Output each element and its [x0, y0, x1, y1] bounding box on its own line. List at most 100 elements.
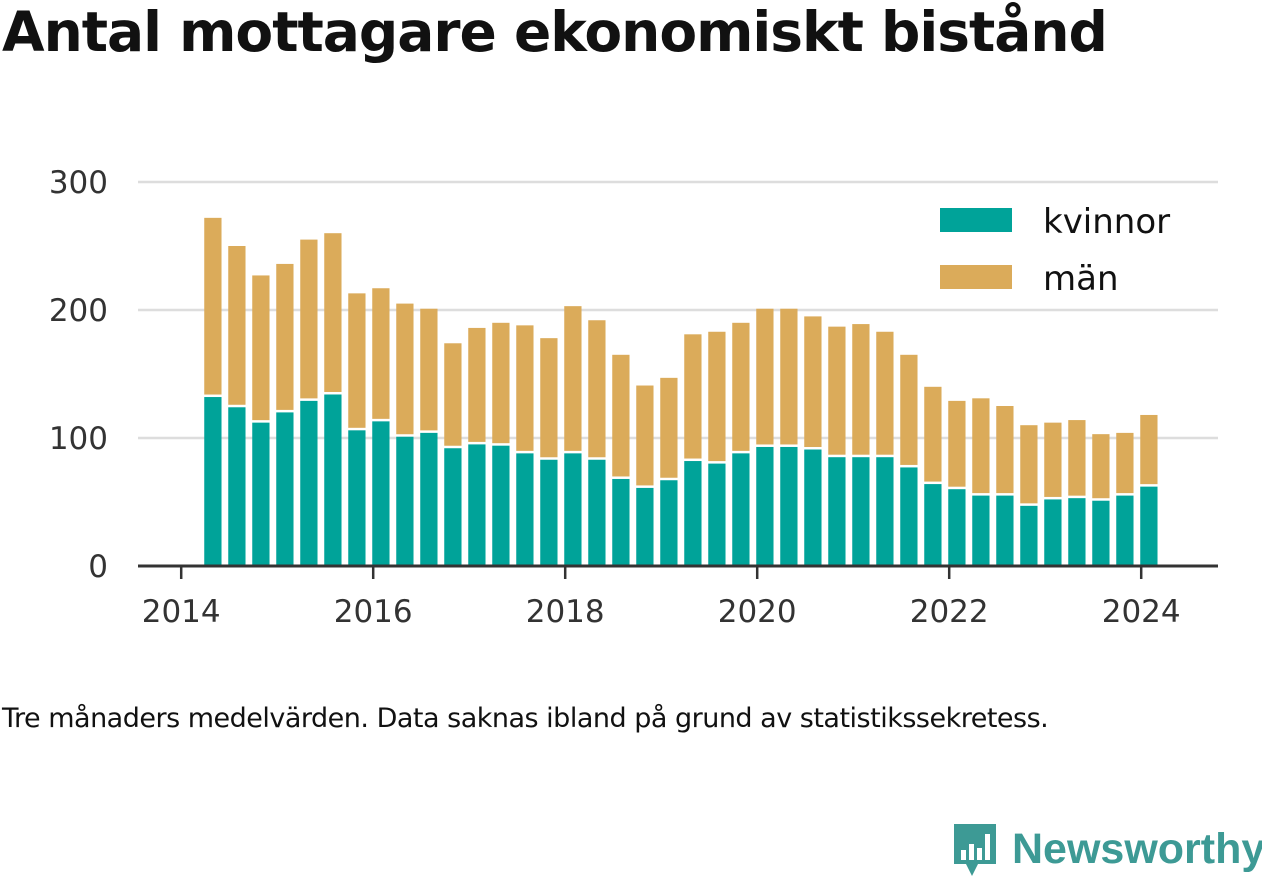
bar-kvinnor [924, 484, 942, 566]
legend-swatch-kvinnor [940, 208, 1012, 232]
bar-kvinnor [684, 461, 702, 566]
bar-kvinnor [1044, 499, 1062, 566]
bar-kvinnor [708, 463, 726, 566]
bar-kvinnor [204, 397, 222, 566]
bar-kvinnor [1068, 498, 1086, 566]
bar-kvinnor [900, 467, 918, 566]
y-tick-label: 300 [49, 165, 108, 201]
bar-man [1092, 434, 1110, 499]
legend-label-kvinnor: kvinnor [1043, 202, 1170, 242]
bar-kvinnor [324, 394, 342, 566]
chart-caption: Tre månaders medelvärden. Data saknas ib… [2, 703, 1049, 734]
bar-man [1044, 422, 1062, 497]
bar-kvinnor [492, 445, 510, 566]
bar-kvinnor [948, 489, 966, 566]
bar-man [228, 246, 246, 405]
bar-kvinnor [516, 453, 534, 566]
bar-man [444, 343, 462, 446]
bar-man [492, 322, 510, 444]
bar-kvinnor [1020, 505, 1038, 566]
bar-man [372, 288, 390, 419]
y-tick-label: 0 [88, 549, 108, 585]
bar-man [1068, 420, 1086, 496]
bar-man [804, 316, 822, 448]
bar-man [348, 293, 366, 428]
bar-man [564, 306, 582, 451]
x-tick-label: 2016 [334, 594, 413, 630]
series-kvinnor [204, 394, 1158, 566]
x-tick-label: 2018 [526, 594, 605, 630]
bar-man [324, 233, 342, 392]
bar-kvinnor [804, 449, 822, 566]
brand-logo: Newsworthy [950, 818, 1262, 880]
bar-kvinnor [636, 487, 654, 566]
bar-kvinnor [828, 457, 846, 566]
bar-kvinnor [732, 453, 750, 566]
bar-man [636, 385, 654, 486]
bar-kvinnor [468, 444, 486, 566]
bar-man [516, 325, 534, 451]
bar-kvinnor [588, 459, 606, 566]
bar-man [420, 308, 438, 431]
legend-swatch-man [940, 265, 1012, 289]
gridlines [138, 180, 1218, 440]
bar-kvinnor [228, 407, 246, 566]
bar-man [204, 217, 222, 395]
bar-kvinnor [564, 453, 582, 566]
bar-kvinnor [420, 432, 438, 566]
bar-man [732, 322, 750, 451]
bar-man [900, 354, 918, 465]
bar-kvinnor [996, 495, 1014, 566]
bar-man [612, 354, 630, 477]
bar-man [756, 308, 774, 445]
y-tick-label: 100 [49, 421, 108, 457]
bar-kvinnor [540, 459, 558, 566]
y-tick-label: 200 [49, 293, 108, 329]
brand-name: Newsworthy [1012, 824, 1262, 873]
chart-title: Antal mottagare ekonomiskt bistånd [2, 0, 1108, 64]
x-tick-label: 2014 [142, 594, 221, 630]
bar-man [540, 338, 558, 458]
bar-man [468, 327, 486, 442]
bar-man [588, 320, 606, 458]
bar-man [276, 263, 294, 410]
bar-man [1116, 432, 1134, 494]
bar-man [684, 334, 702, 459]
bar-kvinnor [1140, 486, 1158, 566]
bar-kvinnor [396, 436, 414, 566]
y-axis: 0 100 200 300 [49, 165, 108, 585]
bar-kvinnor [876, 457, 894, 566]
bar-man [876, 331, 894, 455]
bar-kvinnor [372, 421, 390, 566]
series-man [204, 217, 1158, 504]
bar-kvinnor [1092, 500, 1110, 566]
x-tick-label: 2024 [1102, 594, 1181, 630]
bar-kvinnor [1116, 495, 1134, 566]
bar-kvinnor [852, 457, 870, 566]
bar-man [252, 275, 270, 421]
bar-kvinnor [660, 480, 678, 566]
bar-man [780, 308, 798, 445]
bar-kvinnor [252, 422, 270, 566]
bar-man [852, 324, 870, 455]
bar-kvinnor [348, 430, 366, 566]
chart-svg: 0 100 200 300 2014 2016 2018 2020 2022 2024 kvin… [49, 165, 1218, 630]
bar-man [828, 326, 846, 455]
bar-man [1020, 425, 1038, 504]
bar-kvinnor [972, 495, 990, 566]
bar-man [924, 386, 942, 482]
x-tick-label: 2020 [718, 594, 797, 630]
bar-man [1140, 414, 1158, 485]
bar-kvinnor [612, 478, 630, 566]
bar-man [972, 398, 990, 494]
bar-man [708, 331, 726, 462]
x-tick-label: 2022 [910, 594, 989, 630]
x-axis: 2014 2016 2018 2020 2022 2024 [138, 564, 1218, 630]
legend: kvinnor män [940, 202, 1170, 299]
bar-kvinnor [300, 400, 318, 566]
bar-man [396, 303, 414, 435]
newsworthy-logo-icon [954, 824, 996, 876]
bar-man [660, 377, 678, 478]
bar-kvinnor [756, 446, 774, 566]
bar-kvinnor [444, 448, 462, 566]
